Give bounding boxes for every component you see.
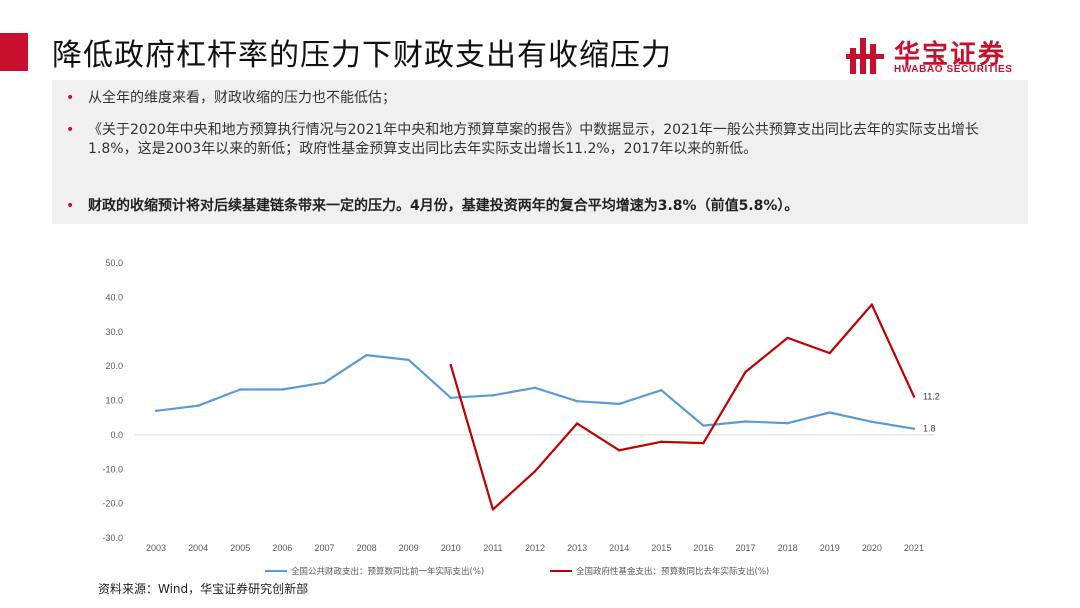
line-chart: 50.0 40.0 30.0 20.0 10.0 0.0 -10.0 -20.0 -30.0 20… bbox=[102, 258, 940, 577]
y-tick-label: 0.0 bbox=[110, 430, 123, 440]
y-tick-label: -10.0 bbox=[102, 464, 123, 474]
data-point bbox=[870, 303, 874, 306]
data-point bbox=[786, 336, 789, 340]
data-point bbox=[575, 399, 579, 403]
x-tick-label: 2005 bbox=[230, 543, 250, 553]
logo-text-cn: 华宝证券 bbox=[894, 40, 1007, 70]
bullet-item: • 从全年的维度来看，财政收缩的压力也不能低估； bbox=[66, 89, 1016, 108]
data-point bbox=[449, 363, 452, 367]
data-point bbox=[828, 411, 831, 414]
x-tick-label: 2012 bbox=[525, 543, 545, 553]
company-logo: 华宝证券 HWABAO SECURITIES bbox=[846, 34, 1046, 78]
data-label: 1.8 bbox=[923, 424, 936, 434]
data-point bbox=[196, 404, 200, 407]
x-tick-label: 2007 bbox=[314, 543, 334, 553]
bullet-text: 财政的收缩预计将对后续基建链条带来一定的压力。4月份，基建投资两年的复合平均增速… bbox=[88, 198, 799, 214]
data-point bbox=[912, 427, 916, 430]
x-tick-label: 2018 bbox=[778, 543, 798, 553]
data-point bbox=[786, 421, 789, 425]
data-point bbox=[618, 449, 621, 452]
series-line-1 bbox=[155, 354, 915, 430]
logo-text-en: HWABAO SECURITIES bbox=[894, 64, 1013, 75]
data-point bbox=[491, 394, 495, 397]
data-label: 11.2 bbox=[923, 391, 940, 401]
data-point bbox=[323, 381, 326, 384]
y-tick-label: 50.0 bbox=[105, 258, 123, 268]
bullet-text: 《关于2020年中央和地方预算执行情况与2021年中央和地方预算草案的报告》中数… bbox=[88, 122, 979, 157]
source-note: 资料来源：Wind，华宝证券研究创新部 bbox=[98, 582, 309, 596]
x-tick-label: 2006 bbox=[272, 543, 292, 553]
x-tick-label: 2003 bbox=[146, 543, 166, 553]
data-point bbox=[407, 358, 410, 362]
y-tick-label: 30.0 bbox=[105, 327, 123, 337]
y-tick-label: -20.0 bbox=[102, 499, 123, 509]
data-point bbox=[449, 396, 452, 399]
x-tick-label: 2015 bbox=[651, 543, 671, 553]
data-point bbox=[870, 420, 874, 424]
x-tick-label: 2013 bbox=[567, 543, 587, 553]
series-line-2 bbox=[449, 303, 915, 511]
data-point bbox=[660, 440, 663, 443]
x-tick-label: 2010 bbox=[441, 543, 461, 553]
bullet-dot-icon: • bbox=[66, 122, 75, 138]
x-tick-label: 2017 bbox=[736, 543, 756, 553]
data-point bbox=[660, 388, 663, 392]
y-tick-label: -30.0 bbox=[102, 533, 123, 543]
data-point bbox=[618, 402, 621, 406]
bullet-panel: • 从全年的维度来看，财政收缩的压力也不能低估； • 《关于2020年中央和地方… bbox=[52, 80, 1028, 224]
data-point bbox=[154, 409, 158, 413]
data-point bbox=[533, 470, 537, 473]
data-point bbox=[533, 386, 537, 389]
y-tick-label: 20.0 bbox=[105, 361, 123, 371]
data-point bbox=[281, 388, 284, 391]
data-point bbox=[239, 388, 242, 391]
title-accent-bar bbox=[0, 33, 28, 71]
data-point bbox=[912, 395, 916, 398]
x-tick-label: 2008 bbox=[357, 543, 377, 553]
logo-mark-icon bbox=[846, 38, 884, 74]
data-point bbox=[702, 441, 705, 445]
data-point bbox=[575, 422, 579, 425]
x-tick-label: 2021 bbox=[904, 543, 924, 553]
data-point bbox=[744, 420, 747, 423]
data-point bbox=[828, 351, 831, 355]
bullet-dot-icon: • bbox=[66, 90, 75, 106]
bullet-text: 从全年的维度来看，财政收缩的压力也不能低估； bbox=[88, 90, 396, 106]
x-tick-label: 2019 bbox=[820, 543, 840, 553]
x-tick-label: 2014 bbox=[609, 543, 629, 553]
legend-label: 全国公共财政支出：预算数同比前一年实际支出(%) bbox=[291, 566, 484, 577]
x-tick-label: 2004 bbox=[188, 543, 208, 553]
legend-label: 全国政府性基金支出：预算数同比去年实际支出(%) bbox=[576, 566, 769, 577]
data-point bbox=[491, 508, 495, 511]
y-tick-label: 10.0 bbox=[105, 396, 123, 406]
x-tick-label: 2016 bbox=[693, 543, 713, 553]
bullet-item: • 《关于2020年中央和地方预算执行情况与2021年中央和地方预算草案的报告》… bbox=[66, 121, 1016, 159]
bullet-dot-icon: • bbox=[66, 198, 75, 214]
x-tick-label: 2020 bbox=[862, 543, 882, 553]
slide-title: 降低政府杠杆率的压力下财政支出有收缩压力 bbox=[52, 38, 672, 73]
x-tick-label: 2009 bbox=[399, 543, 419, 553]
data-point bbox=[744, 370, 747, 374]
data-point bbox=[702, 424, 705, 427]
bullet-item: • 财政的收缩预计将对后续基建链条带来一定的压力。4月份，基建投资两年的复合平均… bbox=[66, 197, 1016, 216]
y-tick-label: 40.0 bbox=[105, 292, 123, 302]
data-point bbox=[365, 353, 368, 357]
x-tick-label: 2011 bbox=[483, 543, 502, 553]
